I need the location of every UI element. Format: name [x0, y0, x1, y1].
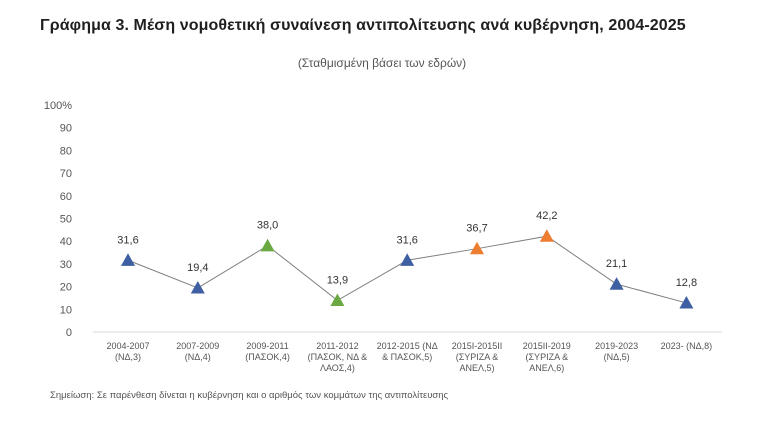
data-label: 19,4	[187, 262, 208, 274]
y-tick-label: 10	[60, 304, 72, 316]
y-tick-label: 20	[60, 282, 72, 294]
y-tick-label: 60	[60, 191, 72, 203]
data-label: 12,8	[676, 277, 697, 289]
x-tick-label: 2015Ι-2015ΙΙ (ΣΥΡΙΖΑ & ΑΝΕΛ,5)	[452, 341, 503, 373]
data-point-marker	[609, 277, 624, 290]
x-tick-label: 2023- (ΝΔ,8)	[661, 341, 713, 351]
y-tick-label: 50	[60, 214, 72, 226]
x-tick-label: 2009-2011 (ΠΑΣΟΚ,4)	[245, 341, 290, 362]
y-tick-label: 30	[60, 259, 72, 271]
data-point-marker	[400, 253, 415, 266]
chart-title: Γράφημα 3. Μέση νομοθετική συναίνεση αντ…	[40, 17, 686, 34]
data-point-marker	[470, 241, 484, 255]
y-tick-label: 90	[60, 123, 72, 135]
x-tick-label: 2012-2015 (ΝΔ & ΠΑΣΟΚ,5)	[377, 341, 438, 362]
data-label: 21,1	[606, 258, 627, 270]
data-label: 42,2	[536, 210, 557, 222]
x-tick-label: 2015ΙΙ-2019 (ΣΥΡΙΖΑ & ΑΝΕΛ,6)	[523, 341, 571, 373]
y-tick-label: 40	[60, 236, 72, 248]
y-tick-label: 100%	[44, 100, 72, 112]
data-label: 31,6	[117, 234, 138, 246]
x-tick-label: 2011-2012 (ΠΑΣΟΚ, ΝΔ & ΛΑΟΣ,4)	[308, 341, 368, 373]
y-tick-label: 70	[60, 168, 72, 180]
chart-subtitle: (Σταθμισμένη βάσει των εδρών)	[297, 56, 467, 70]
x-tick-label: 2007-2009 (ΝΔ,4)	[176, 341, 219, 362]
x-tick-label: 2019-2023 (ΝΔ,5)	[595, 341, 638, 362]
x-tick-label: 2004-2007 (ΝΔ,3)	[106, 341, 149, 362]
data-label: 36,7	[466, 223, 487, 235]
data-label: 31,6	[396, 234, 417, 246]
data-point-marker	[330, 293, 345, 307]
data-label: 38,0	[257, 220, 278, 232]
data-label: 13,9	[327, 274, 348, 286]
chart-note: Σημείωση: Σε παρένθεση δίνεται η κυβέρνη…	[50, 390, 449, 401]
data-point-marker	[539, 229, 554, 242]
data-point-marker	[121, 253, 135, 266]
data-point-marker	[190, 280, 205, 294]
data-point-marker	[679, 295, 694, 309]
y-tick-label: 0	[66, 327, 72, 339]
y-tick-label: 80	[60, 145, 72, 157]
data-point-marker	[260, 238, 275, 252]
